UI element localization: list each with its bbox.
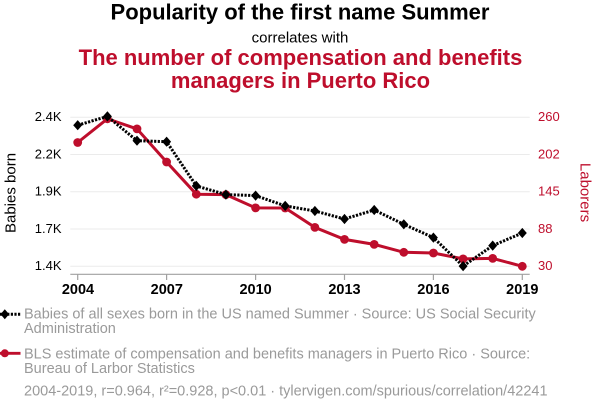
svg-text:2.4K: 2.4K <box>35 109 62 124</box>
svg-text:Bureau of Larbor Statistics: Bureau of Larbor Statistics <box>24 361 195 377</box>
svg-text:1.9K: 1.9K <box>35 184 62 199</box>
svg-text:1.4K: 1.4K <box>35 258 62 273</box>
svg-text:Babies of all sexes born in th: Babies of all sexes born in the US named… <box>24 307 537 323</box>
svg-text:2019: 2019 <box>506 282 538 298</box>
svg-text:2004: 2004 <box>62 282 94 298</box>
svg-text:Babies born: Babies born <box>2 153 19 233</box>
svg-text:managers in Puerto Rico: managers in Puerto Rico <box>171 68 430 93</box>
svg-text:Administration: Administration <box>24 321 116 337</box>
svg-text:Popularity of the first name S: Popularity of the first name Summer <box>111 0 490 25</box>
svg-text:88: 88 <box>538 221 552 236</box>
svg-text:202: 202 <box>538 146 560 161</box>
svg-text:2.2K: 2.2K <box>35 146 62 161</box>
svg-text:Laborers: Laborers <box>577 163 594 222</box>
svg-text:2016: 2016 <box>417 282 449 298</box>
svg-text:correlates with: correlates with <box>252 29 349 46</box>
svg-text:2013: 2013 <box>328 282 360 298</box>
svg-text:BLS estimate of compensation a: BLS estimate of compensation and benefit… <box>24 347 530 363</box>
svg-text:2004-2019, r=0.964, r²=0.928,: 2004-2019, r=0.964, r²=0.928, p<0.01 · t… <box>24 384 548 400</box>
svg-text:145: 145 <box>538 184 560 199</box>
svg-text:260: 260 <box>538 109 560 124</box>
svg-text:The number of compensation and: The number of compensation and benefits <box>79 45 523 70</box>
svg-text:1.7K: 1.7K <box>35 221 62 236</box>
svg-text:2010: 2010 <box>239 282 271 298</box>
svg-text:30: 30 <box>538 258 552 273</box>
svg-text:2007: 2007 <box>151 282 183 298</box>
